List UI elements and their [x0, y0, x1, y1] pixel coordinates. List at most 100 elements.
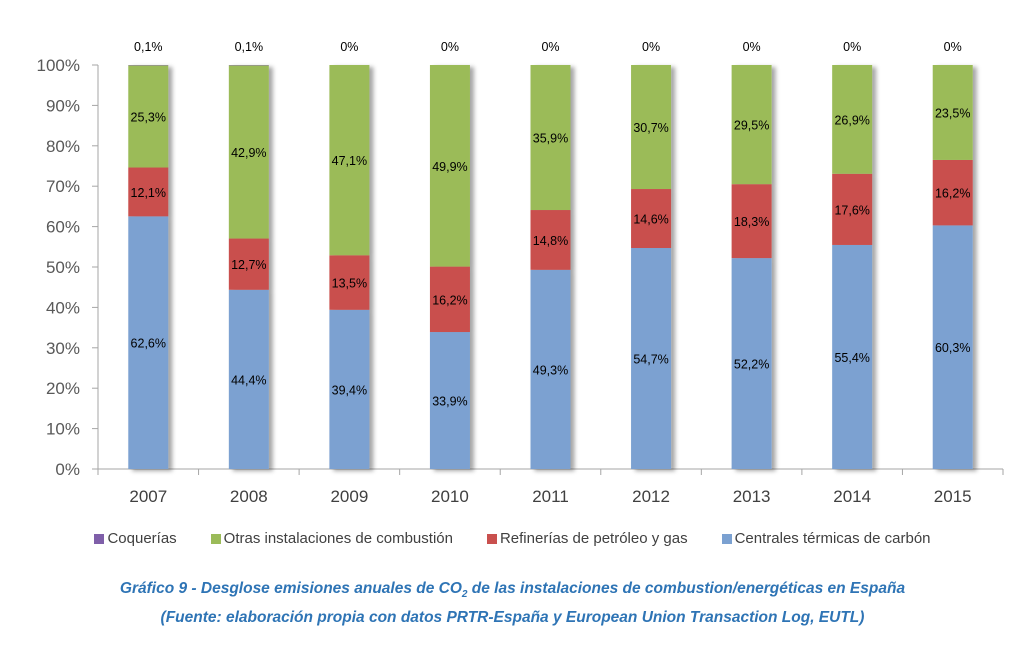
- legend-item-coquerias: Coquerías: [94, 530, 177, 547]
- bar-stack-2008: [228, 65, 269, 469]
- data-label-top: 0%: [642, 40, 660, 54]
- y-tick-label: 60%: [46, 218, 80, 237]
- bar-stack-2007: [128, 65, 169, 469]
- data-labels: 62,6% 12,1% 25,3% 0,1% 44,4% 12,7% 42,9% 0,1% 39…: [131, 40, 971, 409]
- data-label: 16,2%: [432, 293, 467, 307]
- x-tick-label: 2014: [833, 487, 871, 506]
- data-label-top: 0%: [340, 40, 358, 54]
- bar-segment: [731, 258, 772, 469]
- caption-line-1: Gráfico 9 - Desglose emisiones anuales d…: [119, 580, 906, 601]
- x-tick-label: 2012: [632, 487, 670, 506]
- data-label-top: 0%: [743, 40, 761, 54]
- legend-swatch: [486, 533, 497, 544]
- bar-segment: [832, 244, 873, 469]
- legend-label: Centrales térmicas de carbón: [734, 530, 931, 547]
- legend-swatch: [721, 533, 732, 544]
- caption-line-2: (Fuente: elaboración propia con datos PR…: [160, 609, 865, 626]
- x-tick-label: 2015: [934, 487, 972, 506]
- x-tick-label: 2009: [330, 487, 368, 506]
- data-label: 30,7%: [633, 121, 668, 135]
- legend-swatch: [94, 533, 105, 544]
- y-tick-label: 10%: [46, 420, 80, 439]
- bar-segment: [128, 65, 169, 168]
- bar-segment: [530, 210, 571, 270]
- data-label: 47,1%: [332, 154, 367, 168]
- y-tick-label: 80%: [46, 137, 80, 156]
- y-tick-label: 90%: [46, 96, 80, 115]
- data-label: 52,2%: [734, 358, 769, 372]
- bar-segment: [932, 159, 973, 226]
- data-label: 54,7%: [633, 353, 668, 367]
- data-label: 49,3%: [533, 363, 568, 377]
- legend: Coquerías Otras instalaciones de combust…: [0, 530, 1025, 547]
- x-tick-label: 2010: [431, 487, 469, 506]
- y-tick-label: 20%: [46, 379, 80, 398]
- axes: 0% 10% 20% 30% 40% 50% 60% 70% 80% 90% 100% 2007 200…: [37, 56, 1004, 506]
- bar-segment: [530, 269, 571, 469]
- data-label: 49,9%: [432, 160, 467, 174]
- bar-segment: [631, 189, 672, 249]
- bar-segment: [731, 65, 772, 185]
- x-tick-label: 2013: [733, 487, 771, 506]
- data-label: 39,4%: [332, 383, 367, 397]
- stacked-bar-chart: 0% 10% 20% 30% 40% 50% 60% 70% 80% 90% 100% 2007 200…: [37, 40, 1004, 506]
- legend-item-refinerias: Refinerías de petróleo y gas: [486, 530, 688, 547]
- data-label: 33,9%: [432, 395, 467, 409]
- bar-segment: [731, 184, 772, 259]
- legend-swatch: [210, 533, 221, 544]
- data-label: 13,5%: [332, 277, 367, 291]
- data-label: 60,3%: [935, 341, 970, 355]
- data-label-top: 0%: [843, 40, 861, 54]
- bar-segment: [329, 255, 370, 310]
- y-tick-label: 30%: [46, 339, 80, 358]
- data-label: 23,5%: [935, 106, 970, 120]
- data-label-top: 0%: [541, 40, 559, 54]
- data-label: 14,6%: [633, 213, 668, 227]
- bar-segment: [128, 167, 169, 217]
- x-tick-label: 2007: [129, 487, 167, 506]
- data-label: 25,3%: [131, 110, 166, 124]
- data-label-top: 0,1%: [134, 40, 163, 54]
- bar-segment: [832, 173, 873, 245]
- bar-segment: [329, 65, 370, 256]
- data-label-top: 0%: [441, 40, 459, 54]
- bar-segment: [832, 65, 873, 174]
- bar-segment: [128, 216, 169, 469]
- data-label: 12,7%: [231, 258, 266, 272]
- bars: [128, 65, 973, 469]
- bar-segment: [228, 65, 269, 239]
- data-label: 26,9%: [834, 113, 869, 127]
- legend-item-otras: Otras instalaciones de combustión: [210, 530, 453, 547]
- bar-segment: [429, 332, 470, 469]
- data-label: 17,6%: [834, 203, 869, 217]
- data-label: 29,5%: [734, 119, 769, 133]
- bar-segment: [228, 238, 269, 290]
- data-label: 16,2%: [935, 187, 970, 201]
- y-tick-label: 50%: [46, 258, 80, 277]
- legend-item-centrales: Centrales térmicas de carbón: [721, 530, 931, 547]
- bar-stack-2014: [832, 65, 873, 469]
- bar-stack-2009: [329, 65, 370, 469]
- bar-segment: [631, 248, 672, 469]
- bar-stack-2012: [631, 65, 672, 469]
- bar-stack-2013: [731, 65, 772, 469]
- bar-segment: [530, 65, 571, 211]
- x-tick-label: 2011: [532, 487, 569, 506]
- bar-segment: [228, 289, 269, 469]
- bar-stack-2015: [932, 65, 973, 469]
- bar-segment: [932, 65, 973, 160]
- bar-stack-2011: [530, 65, 571, 469]
- data-label: 14,8%: [533, 234, 568, 248]
- data-label-top: 0%: [944, 40, 962, 54]
- bar-segment: [631, 65, 672, 190]
- y-tick-label: 70%: [46, 177, 80, 196]
- data-label: 12,1%: [131, 186, 166, 200]
- data-label: 44,4%: [231, 373, 266, 387]
- y-tick-label: 100%: [37, 56, 80, 75]
- x-tick-label: 2008: [230, 487, 268, 506]
- bar-segment: [429, 65, 470, 267]
- legend-label: Coquerías: [107, 530, 177, 547]
- y-tick-label: 0%: [55, 460, 80, 479]
- data-label: 35,9%: [533, 132, 568, 146]
- legend-label: Refinerías de petróleo y gas: [499, 530, 688, 547]
